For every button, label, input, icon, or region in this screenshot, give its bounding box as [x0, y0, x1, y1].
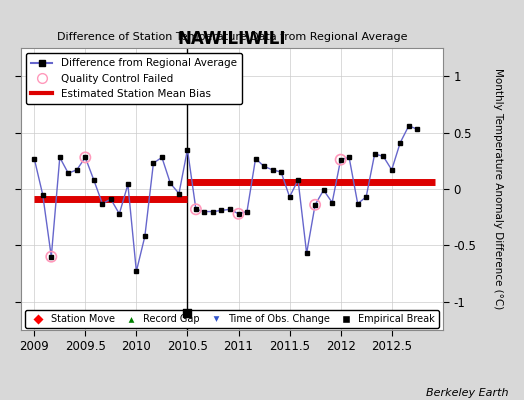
Point [47, 254, 56, 260]
Point [336, 156, 345, 163]
Legend: Station Move, Record Gap, Time of Obs. Change, Empirical Break: Station Move, Record Gap, Time of Obs. C… [25, 310, 439, 328]
Point [183, 310, 192, 316]
Point [192, 206, 200, 212]
Point [81, 154, 90, 161]
Point [234, 211, 243, 217]
Text: Difference of Station Temperature Data from Regional Average: Difference of Station Temperature Data f… [57, 32, 407, 42]
Point [311, 202, 319, 208]
Y-axis label: Monthly Temperature Anomaly Difference (°C): Monthly Temperature Anomaly Difference (… [493, 68, 503, 310]
Title: NAWILIWILI: NAWILIWILI [178, 30, 286, 48]
Text: Berkeley Earth: Berkeley Earth [426, 388, 508, 398]
